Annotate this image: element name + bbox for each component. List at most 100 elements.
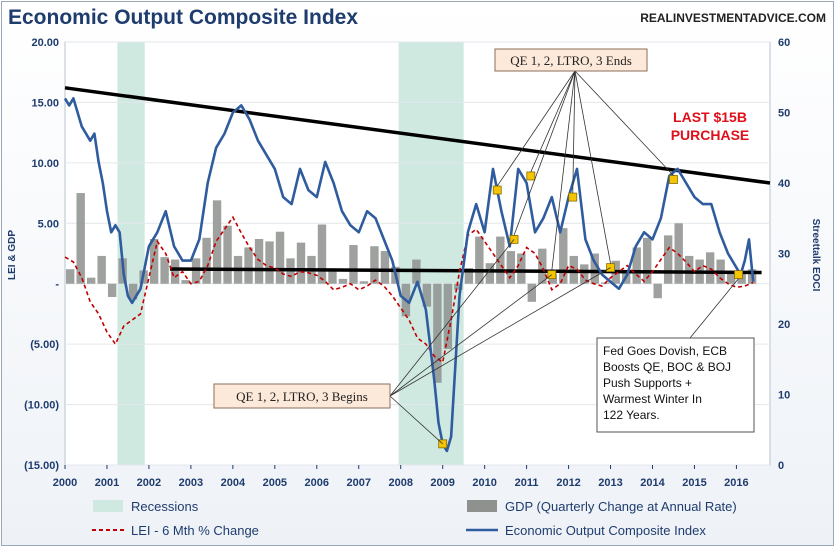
x-tick-label: 2003 <box>179 477 203 489</box>
fed-line-5: 122 Years. <box>603 408 660 422</box>
x-tick-label: 2016 <box>724 477 748 489</box>
x-tick-label: 2013 <box>598 477 622 489</box>
right-tick-label: 40 <box>778 178 790 190</box>
gdp-bar <box>454 283 463 290</box>
gdp-bar <box>632 247 641 284</box>
qe-begins-callout: QE 1, 2, LTRO, 3 Begins <box>213 383 391 409</box>
x-tick-label: 2011 <box>515 477 539 489</box>
gdp-bar <box>359 281 369 284</box>
annotation-arrows <box>389 70 739 445</box>
legend-swatch-gdp <box>467 500 497 512</box>
gdp-bar <box>580 264 589 284</box>
fed-callout: Fed Goes Dovish, ECB Boosts QE, BOC & BO… <box>596 337 755 433</box>
gdp-bar <box>212 200 222 284</box>
annotation-arrow <box>389 267 611 397</box>
right-tick-label: 20 <box>778 319 790 331</box>
annotation-arrow <box>389 395 443 445</box>
gdp-bar <box>244 247 253 284</box>
trend-line <box>169 267 762 275</box>
fed-line-4: Warmest Winter In <box>603 392 702 406</box>
gdp-bar <box>538 248 547 284</box>
gdp-bar <box>653 283 662 299</box>
left-tick-label: 15.00 <box>31 97 59 109</box>
gdp-bar <box>128 283 138 300</box>
gdp-bar <box>202 237 211 284</box>
left-tick-label: (5.00) <box>30 339 59 351</box>
legend-lei: LEI - 6 Mth % Change <box>131 523 259 538</box>
left-tick-label: 10.00 <box>31 158 59 170</box>
gdp-bar <box>433 283 442 383</box>
eoci-line <box>63 97 755 453</box>
x-tick-label: 2001 <box>95 477 119 489</box>
x-tick-label: 2010 <box>472 477 496 489</box>
gdp-bar <box>559 228 568 284</box>
x-tick-label: 2009 <box>430 477 454 489</box>
gdp-bar <box>86 277 96 284</box>
left-tick-label: 5.00 <box>38 218 59 230</box>
fed-line-1: Fed Goes Dovish, ECB <box>603 344 727 358</box>
gdp-bar <box>265 241 274 284</box>
qe-ends-callout: QE 1, 2, LTRO, 3 Ends <box>494 48 648 72</box>
gdp-bar <box>443 283 453 349</box>
legend-gdp: GDP (Quarterly Change at Annual Rate) <box>505 499 737 514</box>
right-axis-label: Streettalk EOCI <box>810 219 821 292</box>
x-tick-label: 2005 <box>263 477 287 489</box>
gdp-bar <box>370 246 379 284</box>
recession-bands <box>117 42 464 465</box>
gdp-bar <box>191 258 201 284</box>
gdp-bar <box>107 283 117 298</box>
gdp-bar <box>328 269 337 284</box>
gdp-bar <box>496 236 505 284</box>
annotation-arrow <box>530 70 576 173</box>
gdp-bar <box>181 280 190 284</box>
annotation-arrow <box>513 70 576 236</box>
x-tick-label: 2004 <box>221 477 246 489</box>
gdp-bar <box>527 283 536 302</box>
event-marker <box>492 185 502 195</box>
fed-line-2: Boosts QE, BOC & BOJ <box>603 360 731 374</box>
axis-ticks: 20.00 15.00 10.00 5.00 - (5.00) (10.00) (15.00)… <box>24 37 790 489</box>
gdp-bar <box>76 193 85 284</box>
annotation-arrow <box>689 278 739 339</box>
fed-line-3: Push Supports + <box>603 376 692 390</box>
gdp-bar <box>684 255 694 284</box>
gdp-bar <box>317 224 327 284</box>
annotation-arrow <box>389 274 553 397</box>
annotation-arrow <box>574 70 674 176</box>
gdp-bar <box>485 263 495 284</box>
right-tick-label: 60 <box>778 37 790 49</box>
x-tick-label: 2008 <box>388 477 412 489</box>
trend-line <box>64 86 771 185</box>
x-tick-label: 2015 <box>682 477 706 489</box>
lei-line <box>64 215 754 364</box>
left-tick-label: (15.00) <box>24 460 59 472</box>
x-tick-label: 2012 <box>556 477 580 489</box>
annotation-arrow <box>389 239 515 397</box>
event-marker <box>526 171 536 181</box>
legend: Recessions GDP (Quarterly Change at Annu… <box>92 499 737 538</box>
last-purchase-line1: LAST $15B <box>673 109 747 125</box>
x-tick-label: 2002 <box>137 477 161 489</box>
gdp-bar <box>170 259 180 284</box>
annotation-arrow <box>572 70 576 194</box>
left-tick-label: (10.00) <box>24 400 59 412</box>
x-tick-label: 2007 <box>347 477 371 489</box>
event-marker <box>568 192 578 202</box>
gdp-bar <box>422 283 432 307</box>
annotation-arrow <box>551 70 576 271</box>
gdp-bar <box>149 238 159 284</box>
gdp-bar <box>464 268 474 284</box>
event-marker <box>734 270 743 280</box>
qe-begins-text: QE 1, 2, LTRO, 3 Begins <box>236 389 368 404</box>
annotation-arrow <box>574 70 611 264</box>
gdp-bar <box>97 255 106 284</box>
right-tick-label: 10 <box>778 390 790 402</box>
gdp-bar <box>338 278 348 284</box>
gdp-bar <box>726 272 736 284</box>
gdp-bar <box>254 238 264 284</box>
trend-lines <box>64 86 771 275</box>
right-tick-label: 50 <box>778 108 790 120</box>
qe-ends-text: QE 1, 2, LTRO, 3 Ends <box>510 53 632 68</box>
gdp-bar <box>475 236 484 284</box>
